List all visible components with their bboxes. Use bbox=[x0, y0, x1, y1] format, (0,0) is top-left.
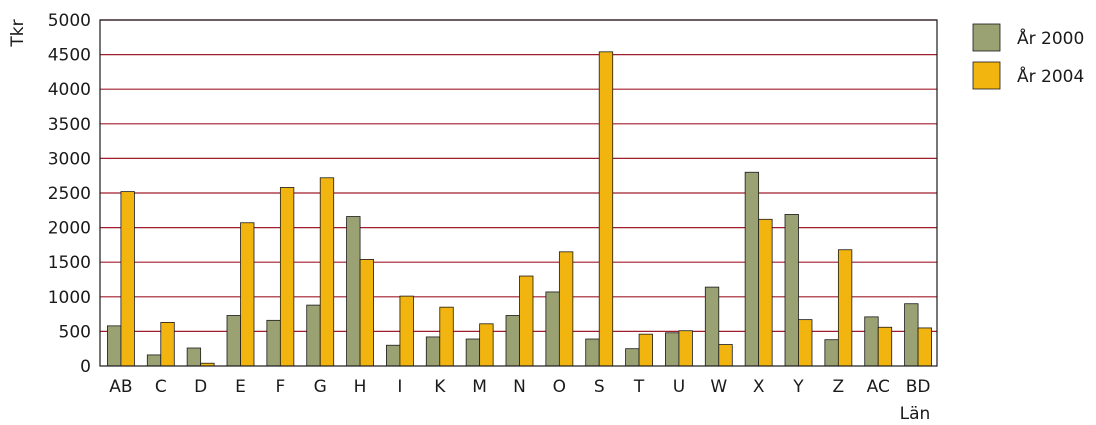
y-tick-label: 0 bbox=[80, 357, 91, 377]
x-tick-label: AC bbox=[867, 377, 890, 397]
bar-series-2-w bbox=[718, 344, 733, 367]
bar-series-2-n bbox=[519, 275, 534, 367]
bar-series-1-c bbox=[146, 354, 162, 367]
y-tick-label: 5000 bbox=[48, 11, 91, 31]
bar-series-2-m bbox=[479, 323, 494, 367]
bar-series-2-ab bbox=[120, 191, 135, 367]
bar-series-1-f bbox=[266, 319, 281, 367]
y-tick-label: 500 bbox=[59, 322, 91, 342]
axes bbox=[99, 19, 938, 367]
y-tick-label: 3000 bbox=[48, 149, 91, 169]
x-tick-label: D bbox=[194, 377, 207, 397]
bars bbox=[107, 51, 932, 367]
x-tick-label: AB bbox=[109, 377, 132, 397]
bar-series-1-g bbox=[306, 304, 321, 367]
x-tick-label: E bbox=[235, 377, 246, 397]
bar-series-1-m bbox=[465, 338, 481, 367]
y-tick-label: 2000 bbox=[48, 219, 91, 239]
bar-series-1-ac bbox=[864, 316, 879, 367]
y-tick-label: 3500 bbox=[48, 115, 91, 135]
legend-label: År 2004 bbox=[1017, 65, 1084, 87]
y-axis-label: Tkr bbox=[8, 19, 28, 47]
bar-series-2-c bbox=[160, 322, 175, 367]
bar-series-1-x bbox=[744, 171, 760, 367]
y-tick-labels: 0 500 1000 1500 2000 2500 3000 3500 4000 4500 5000 bbox=[48, 11, 91, 377]
x-tick-label: BD bbox=[906, 377, 931, 397]
gridlines bbox=[100, 19, 937, 332]
bar-series-1-t bbox=[625, 348, 640, 367]
bar-series-1-o bbox=[545, 291, 560, 367]
bar-series-1-i bbox=[386, 344, 401, 367]
x-tick-label: Z bbox=[833, 377, 845, 397]
bar-series-2-i bbox=[399, 295, 414, 367]
x-tick-label: C bbox=[155, 377, 167, 397]
bar-series-2-e bbox=[240, 222, 255, 367]
legend-swatch bbox=[972, 23, 1001, 52]
plot-frame bbox=[99, 19, 938, 367]
x-tick-label: M bbox=[472, 377, 487, 397]
x-tick-label: U bbox=[673, 377, 685, 397]
x-tick-label: H bbox=[354, 377, 367, 397]
bar-series-2-s bbox=[598, 51, 614, 367]
x-axis-label: Län bbox=[900, 404, 931, 424]
bar-series-2-y bbox=[798, 319, 813, 367]
bar-series-1-z bbox=[824, 339, 839, 367]
x-tick-label: S bbox=[594, 377, 605, 397]
bar-series-2-k bbox=[439, 306, 454, 367]
bar-series-2-x bbox=[758, 218, 773, 367]
bar-series-1-bd bbox=[904, 303, 919, 367]
bar-series-2-ac bbox=[877, 326, 893, 367]
bar-series-1-n bbox=[505, 315, 520, 367]
x-tick-label: F bbox=[275, 377, 285, 397]
bar-series-2-bd bbox=[917, 327, 932, 367]
x-tick-label: G bbox=[314, 377, 327, 397]
x-tick-label: X bbox=[753, 377, 765, 397]
bar-series-1-s bbox=[585, 338, 600, 367]
x-tick-labels: AB C D E F G H I K M N O S T U W X Y Z AC BD bbox=[109, 377, 930, 397]
y-tick-label: 1500 bbox=[48, 253, 91, 273]
bar-series-1-k bbox=[425, 336, 441, 367]
bar-series-2-f bbox=[279, 187, 295, 367]
bar-series-2-h bbox=[359, 259, 374, 367]
x-tick-label: O bbox=[553, 377, 566, 397]
bar-series-1-u bbox=[665, 332, 680, 367]
bar-series-1-w bbox=[704, 286, 720, 367]
bar-series-2-z bbox=[837, 249, 853, 367]
x-tick-label: N bbox=[513, 377, 526, 397]
bar-series-2-u bbox=[678, 330, 693, 367]
x-tick-label: W bbox=[710, 377, 727, 397]
y-tick-label: 2500 bbox=[48, 184, 91, 204]
bar-series-2-t bbox=[638, 333, 653, 367]
y-tick-label: 1000 bbox=[48, 288, 91, 308]
legend: År 2000 År 2004 bbox=[972, 23, 1084, 90]
bar-series-1-ab bbox=[107, 325, 122, 367]
y-tick-label: 4500 bbox=[48, 46, 91, 66]
legend-swatch bbox=[972, 61, 1001, 90]
legend-label: År 2000 bbox=[1017, 27, 1084, 49]
x-tick-label: T bbox=[633, 377, 645, 397]
bar-series-1-y bbox=[784, 214, 799, 367]
bar-series-1-d bbox=[186, 347, 202, 367]
bar-series-2-g bbox=[319, 177, 335, 367]
x-tick-label: Y bbox=[792, 377, 804, 397]
bar-series-2-o bbox=[558, 251, 574, 367]
y-tick-label: 4000 bbox=[48, 80, 91, 100]
x-tick-label: K bbox=[434, 377, 446, 397]
bar-series-1-h bbox=[346, 216, 361, 367]
bar-series-1-e bbox=[226, 315, 241, 367]
x-tick-label: I bbox=[397, 377, 402, 397]
